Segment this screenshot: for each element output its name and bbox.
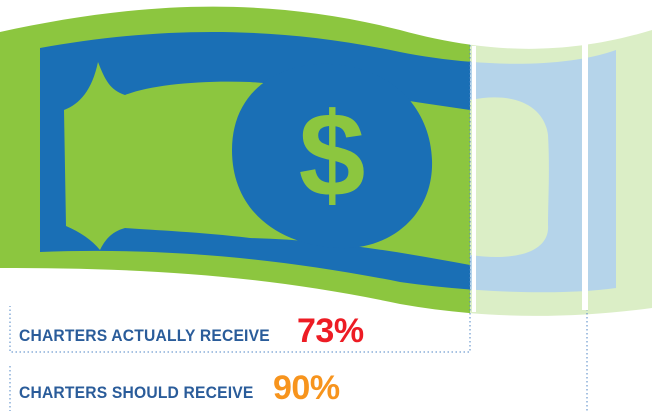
actual-receive-value: 73% [297, 312, 364, 350]
faded-bill-section [470, 30, 652, 316]
should-receive-text: CHARTERS SHOULD RECEIVE [19, 383, 254, 402]
actual-guide-line [9, 45, 471, 353]
actual-receive-text: CHARTERS ACTUALLY RECEIVE [19, 326, 270, 345]
dollar-sign: $ [299, 88, 366, 222]
should-receive-value: 90% [273, 369, 340, 407]
received-bill-section [0, 6, 470, 314]
